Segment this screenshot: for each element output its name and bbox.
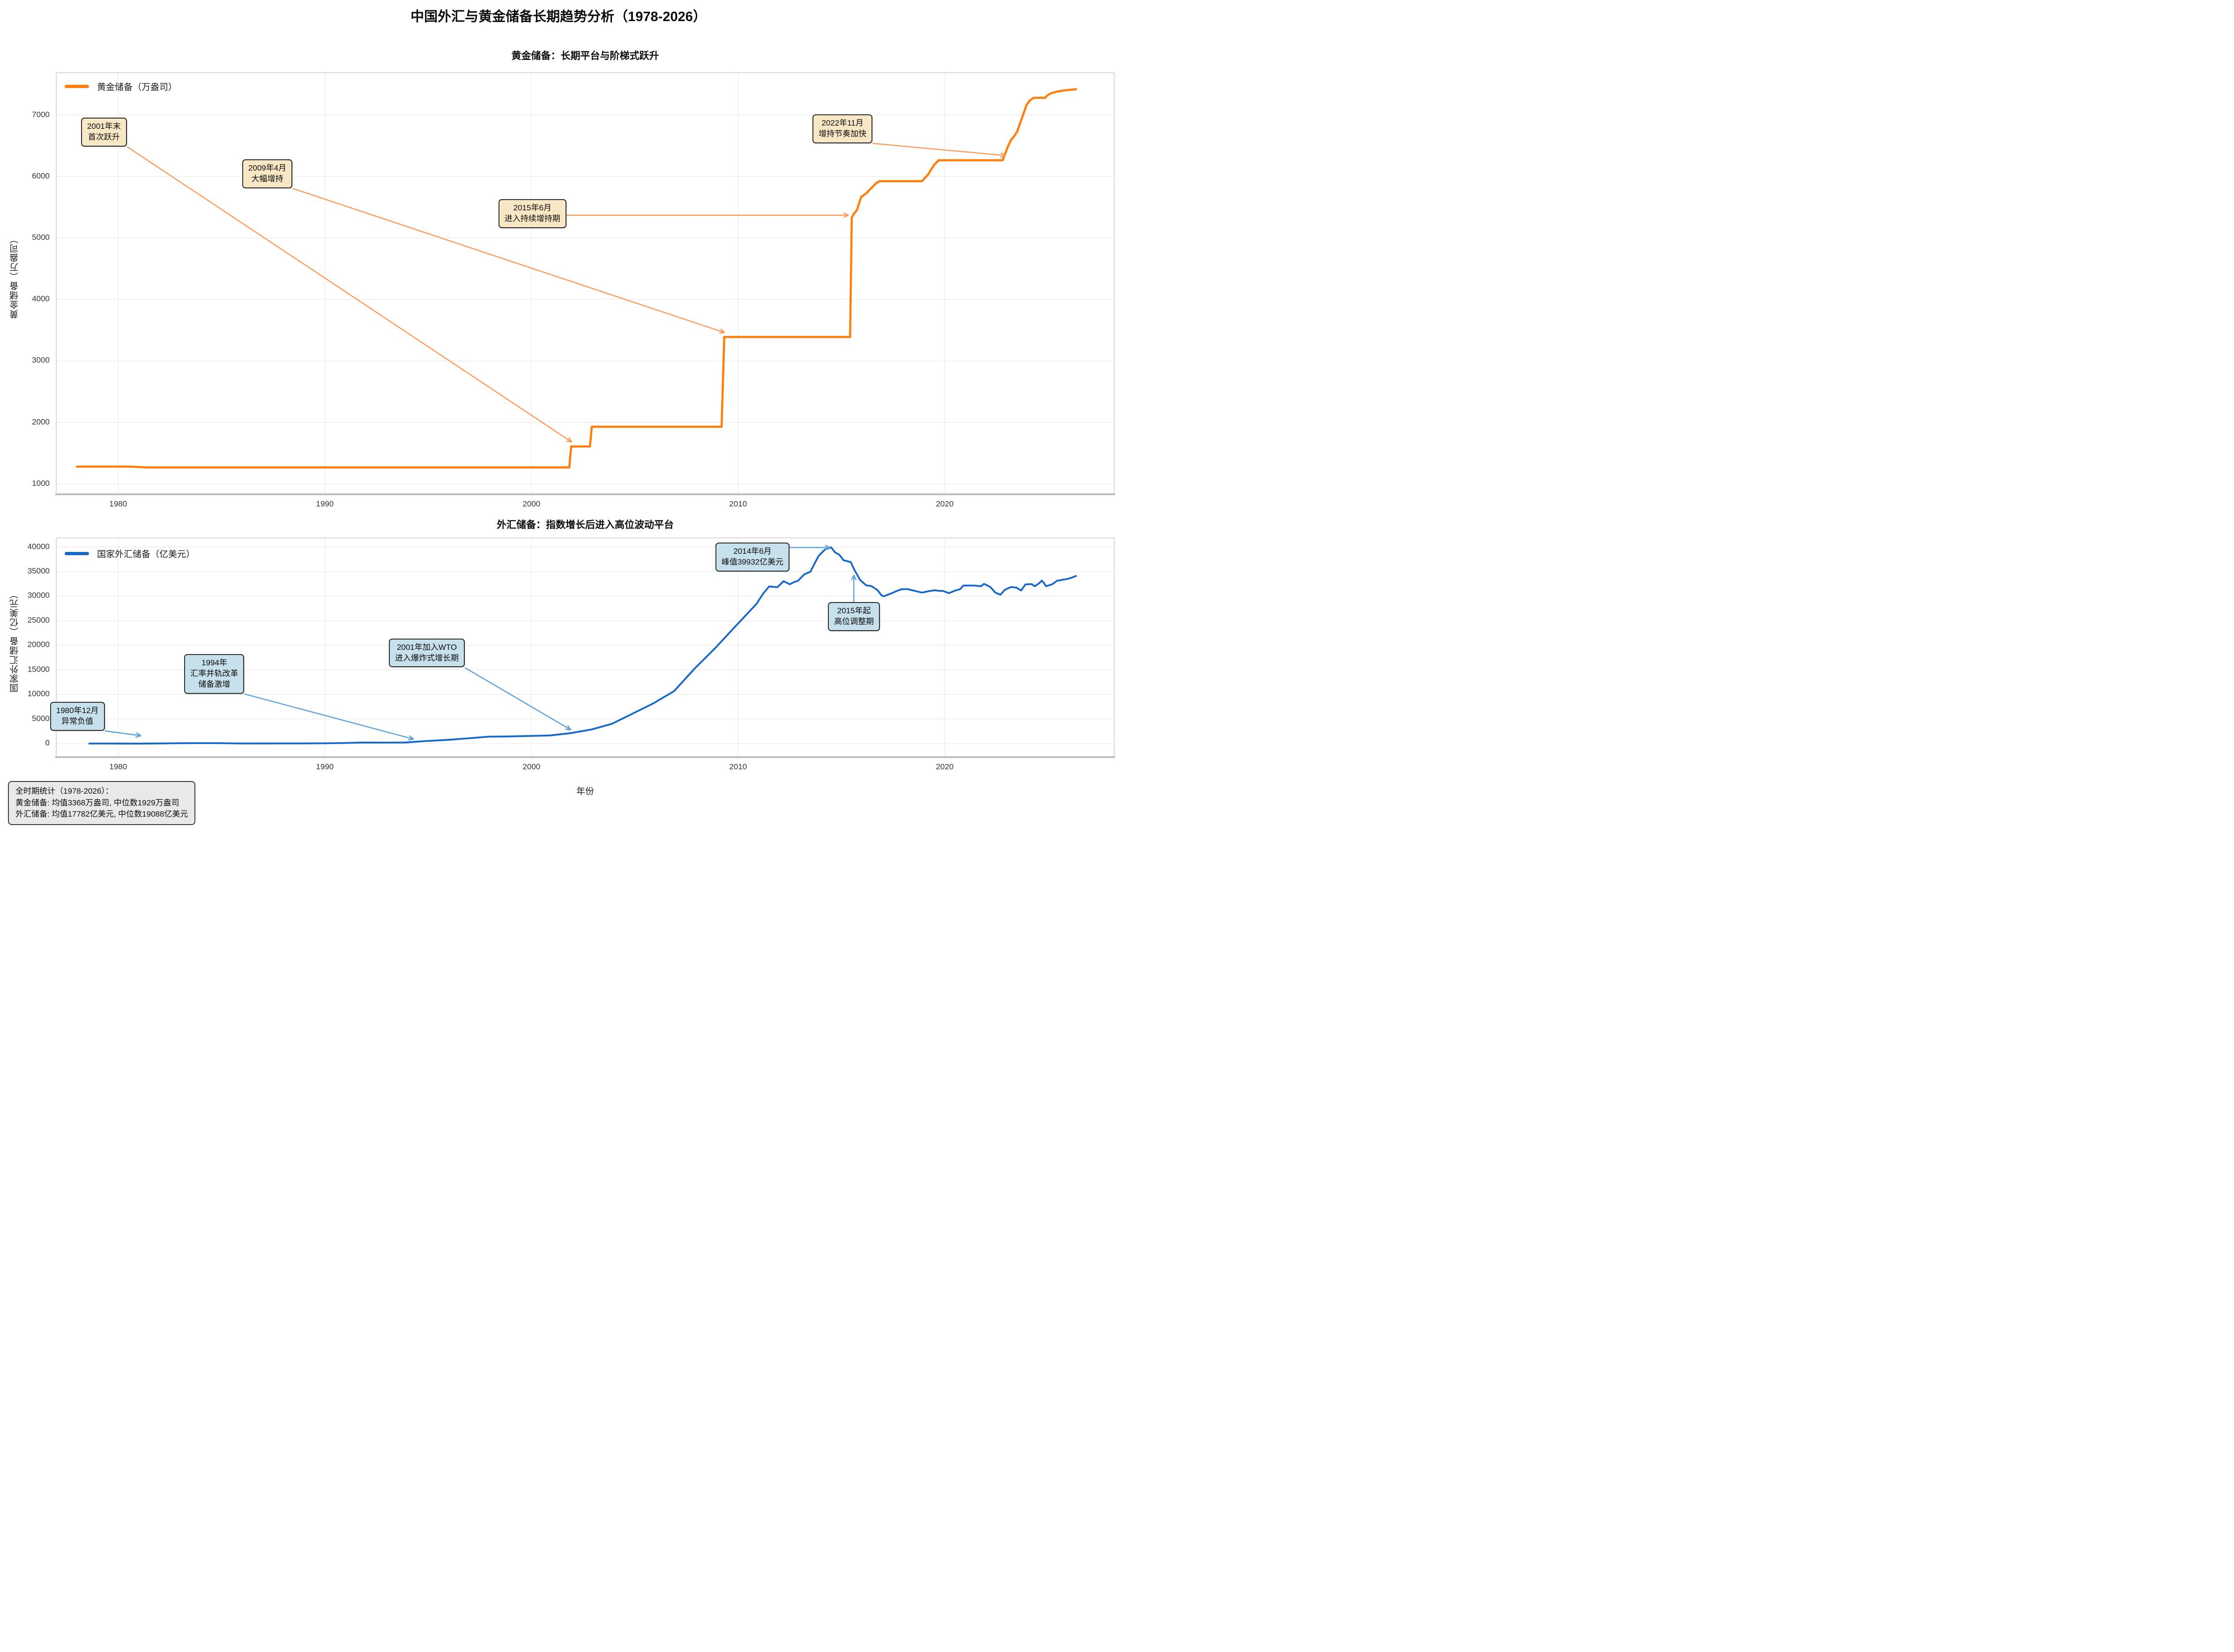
y-tick-label: 1000 [32,478,50,488]
x-tick-label: 1990 [316,762,334,771]
annotation-2022-faster-pace: 2022年11月 增持节奏加快 [812,114,873,144]
annotation-arrowhead [408,738,414,741]
annotation-arrow [127,146,572,443]
gold-legend-label: 黄金储备（万盎司） [97,82,178,92]
annotation-arrowhead [567,725,572,730]
x-tick-label: 2020 [936,499,954,508]
annotation-2015-sustained-buying: 2015年6月 进入持续增持期 [498,199,566,229]
gold-series-line [75,88,1077,469]
annotation-1980-negative-value: 1980年12月 异常负值 [50,702,105,731]
annotation-arrow [104,730,141,737]
annotation-arrowhead [566,440,572,443]
x-tick-label: 2000 [522,762,541,771]
x-tick-label: 1980 [109,762,127,771]
annotation-arrowhead [851,574,855,580]
annotation-2001-first-jump: 2001年末 首次跃升 [81,117,127,147]
y-tick-label: 3000 [32,356,50,365]
y-tick-label: 5000 [32,714,50,723]
x-tick-label: 2010 [729,499,747,508]
gold-legend: 黄金储备（万盎司） [65,80,177,93]
y-tick-label: 15000 [27,664,50,674]
y-tick-label: 35000 [27,566,50,575]
chart-canvas [55,72,1115,758]
annotation-arrowhead [853,574,857,580]
annotation-arrowhead [1000,155,1006,158]
y-tick-label: 4000 [32,294,50,304]
annotation-arrowhead [843,212,849,216]
y-tick-label: 6000 [32,171,50,180]
annotation-2009-large-purchase: 2009年4月 大幅增持 [242,159,293,188]
x-tick-label: 2020 [936,762,954,771]
y-tick-label: 0 [45,738,50,748]
annotation-arrow [244,693,414,740]
y-tick-label: 40000 [27,542,50,551]
y-tick-label: 2000 [32,417,50,426]
fx-series-line [88,546,1077,745]
annotation-arrow [292,187,725,334]
annotation-2001-wto: 2001年加入WTO 进入爆炸式增长期 [389,638,465,668]
fx-legend-label: 国家外汇储备（亿美元） [97,550,195,559]
fx-legend-line-icon [65,552,89,555]
x-tick-label: 1980 [109,499,127,508]
y-tick-label: 5000 [32,232,50,242]
y-tick-label: 10000 [27,689,50,699]
annotation-arrowhead [135,732,141,737]
annotation-arrowhead [843,215,849,218]
x-axis-label: 年份 [576,787,594,796]
figure-title: 中国外汇与黄金储备长期趋势分析（1978-2026） [410,9,707,24]
annotation-2015-high-adjustment: 2015年起 高位调整期 [828,602,880,631]
y-tick-label: 7000 [32,110,50,119]
stats-summary-box: 全时期统计（1978-2026）： 黄金储备: 均值3368万盎司, 中位数19… [8,781,196,825]
annotation-arrowhead [825,547,831,551]
x-tick-label: 2010 [729,762,747,771]
x-tick-label: 1990 [316,499,334,508]
figure: 中国外汇与黄金储备长期趋势分析（1978-2026） 黄金储备：长期平台与阶梯式… [0,0,1117,826]
gold-legend-line-icon [65,85,89,88]
y-tick-label: 25000 [27,615,50,625]
y-tick-label: 20000 [27,640,50,649]
annotation-arrowhead [825,544,831,548]
fx-chart-title: 外汇储备：指数增长后进入高位波动平台 [497,520,674,530]
annotation-arrowhead [1000,152,1006,156]
annotation-arrow [872,142,1006,156]
annotation-2014-peak: 2014年6月 峰值39932亿美元 [715,543,790,572]
gold-chart-title: 黄金储备：长期平台与阶梯式跃升 [511,51,659,61]
x-tick-label: 2000 [522,499,541,508]
y-tick-label: 30000 [27,591,50,600]
fx-legend: 国家外汇储备（亿美元） [65,547,195,560]
annotation-arrowhead [409,735,414,740]
annotation-1994-fx-reform: 1994年 汇率并轨改革 储备激增 [184,654,245,694]
annotation-arrowhead [720,328,725,333]
gold-y-axis-label: 黄金储备（万盎司） [10,234,20,319]
annotation-arrowhead [135,735,141,738]
annotation-arrow [464,667,571,730]
annotation-arrowhead [568,437,573,443]
